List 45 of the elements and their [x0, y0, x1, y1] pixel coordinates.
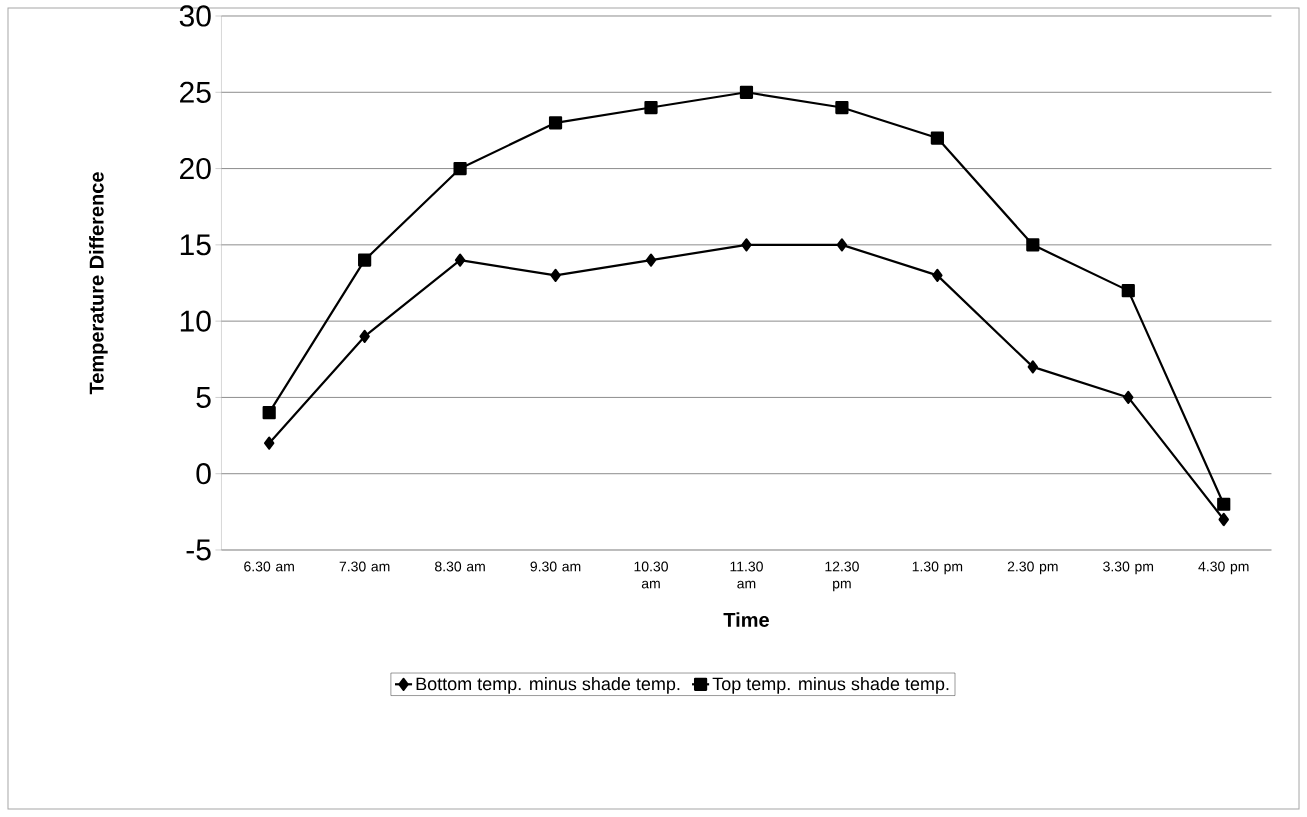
y-tick-label: 15	[180, 234, 211, 256]
legend-label: Bottom temp. minus shade temp.	[416, 677, 680, 694]
point	[359, 329, 370, 343]
point	[930, 131, 944, 145]
x-tick-label: 11.30 am	[730, 561, 763, 589]
x-tick-label: 10.30 am	[634, 561, 668, 589]
y-tick-label: 0	[196, 463, 211, 485]
x-tick-label: 9.30 am	[530, 561, 581, 572]
x-tick-label: 7.30 am	[339, 561, 390, 572]
y-tick-label: 5	[196, 386, 211, 408]
point	[1218, 512, 1229, 527]
point	[644, 100, 658, 115]
point	[1026, 238, 1040, 252]
x-tick-label: 3.30 pm	[1103, 561, 1154, 575]
y-tick-label: 30	[179, 5, 211, 27]
point	[645, 253, 657, 267]
point	[739, 85, 754, 99]
y-tick-label: 10	[180, 310, 211, 332]
x-tick-label: 2.30 pm	[1007, 561, 1058, 575]
point	[835, 100, 849, 115]
point	[548, 116, 563, 130]
point	[836, 238, 848, 252]
point	[262, 406, 276, 420]
x-tick-label: 12.30 pm	[825, 561, 859, 592]
point	[1027, 360, 1039, 374]
point	[454, 253, 466, 267]
point	[263, 436, 275, 450]
point	[1123, 390, 1134, 405]
point	[1217, 497, 1231, 511]
y-axis-title: Temperature Difference	[89, 172, 108, 395]
x-tick-label: 1.30 pm	[912, 561, 963, 575]
x-axis-title: Time	[723, 612, 769, 627]
x-tick-label: 8.30 am	[435, 561, 485, 572]
y-tick-label: 25	[180, 81, 211, 103]
y-tick-label: -5	[186, 539, 211, 561]
point	[1121, 284, 1135, 298]
point	[358, 253, 372, 267]
legend-label: Top temp. minus shade temp.	[712, 677, 949, 694]
x-tick-label: 6.30 am	[244, 561, 294, 572]
point	[550, 268, 561, 282]
point	[932, 268, 943, 282]
point	[741, 238, 752, 252]
x-tick-label: 4.30 pm	[1198, 561, 1249, 575]
point	[453, 161, 467, 176]
y-tick-label: 20	[180, 157, 211, 180]
